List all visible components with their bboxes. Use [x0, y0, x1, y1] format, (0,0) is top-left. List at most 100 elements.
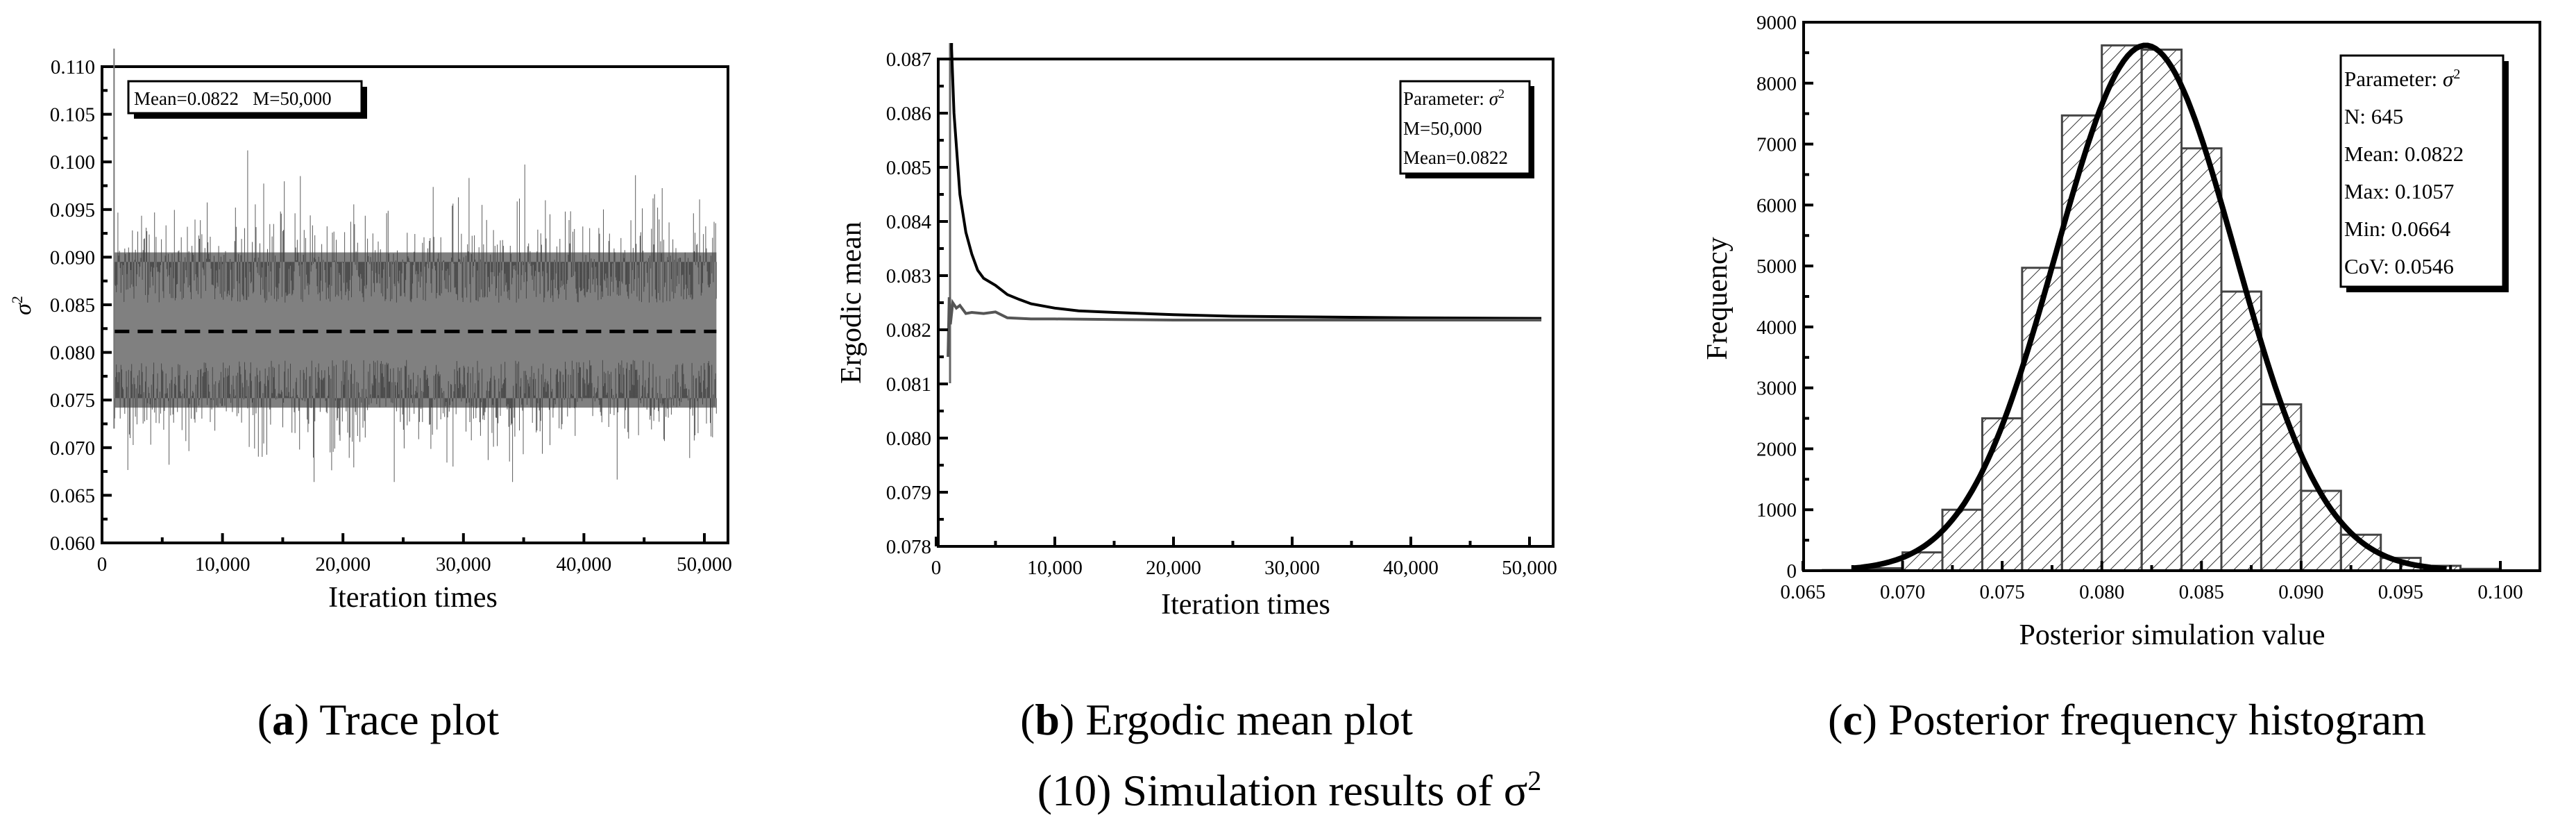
- x-axis-title: Iteration times: [1161, 589, 1330, 621]
- legend-line-parameter: Parameter: σ2: [1403, 87, 1505, 109]
- annotation-text: Mean=0.0822 M=50,000: [134, 88, 332, 109]
- x-tick-label: 50,000: [677, 553, 732, 576]
- panel-captions: (a) Trace plot (b) Ergodic mean plot (c)…: [257, 695, 2426, 815]
- x-tick-label: 0.100: [2477, 581, 2523, 603]
- x-tick-label: 0.080: [2079, 581, 2124, 603]
- y-tick-label: 0.085: [50, 294, 95, 317]
- x-tick-label: 0.075: [1980, 581, 2025, 603]
- legend-line-mean: Mean: 0.0822: [2344, 142, 2464, 166]
- histogram-bar: 0.090-0.092: 1310: [2300, 489, 2342, 572]
- y-axis: 0.060 0.065 0.070 0.075 0.080 0.085 0.090 0.095…: [50, 56, 112, 555]
- y-tick-label: 0.083: [886, 265, 931, 287]
- y-tick-label: 0.084: [886, 211, 932, 233]
- x-tick-label: 40,000: [557, 553, 612, 576]
- y-axis-title: Ergodic mean: [836, 221, 867, 384]
- x-tick-label: 30,000: [1264, 557, 1320, 579]
- y-tick-label: 0.075: [50, 389, 95, 412]
- y-tick-label: 0.078: [886, 536, 931, 558]
- y-tick-label: 0.105: [50, 104, 95, 126]
- y-tick-label: 0.080: [50, 342, 95, 364]
- x-axis-title: Posterior simulation value: [2019, 619, 2325, 651]
- y-tick-label: 0.110: [51, 56, 95, 78]
- x-tick-label: 0: [97, 553, 108, 576]
- y-tick-label: 0.070: [50, 437, 95, 460]
- histogram-bar: 0.088-0.090: 2730: [2260, 403, 2303, 572]
- legend-box: Parameter: σ2 M=50,000 Mean=0.0822: [1399, 80, 1534, 178]
- histogram-bar: 0.080-0.082: 8620: [2101, 44, 2143, 572]
- legend-box: Parameter: σ2 N: 645 Mean: 0.0822 Max: 0…: [2339, 54, 2509, 292]
- y-tick-label: 0.065: [50, 485, 95, 507]
- y-tick-label: 0.080: [886, 428, 931, 450]
- y-axis: 0 1000 2000 3000 4000 5000 6000 7000 8000 9000: [1756, 12, 1813, 582]
- x-tick-label: 0.065: [1780, 581, 1825, 603]
- legend-line-max: Max: 0.1057: [2344, 179, 2454, 203]
- y-tick-label: 3000: [1756, 378, 1797, 400]
- histogram-bar: 0.082-0.084: 8550: [2140, 49, 2183, 572]
- histogram-bar: 0.086-0.088: 4580: [2220, 290, 2262, 572]
- x-tick-label: 0: [931, 557, 942, 579]
- legend-line-parameter: Parameter: σ2: [2344, 67, 2460, 91]
- y-tick-label: 2000: [1756, 438, 1797, 460]
- y-tick-label: 0.095: [50, 199, 95, 221]
- y-tick-label: 4000: [1756, 317, 1797, 339]
- legend-line-m: M=50,000: [1403, 118, 1482, 139]
- ergodic-lower-line: [947, 297, 1542, 358]
- y-axis-title: Frequency: [1702, 237, 1734, 360]
- y-tick-label: 0.085: [886, 157, 931, 179]
- histogram-bar: 0.078-0.080: 7470: [2060, 114, 2103, 572]
- legend-line-n: N: 645: [2344, 104, 2403, 128]
- y-tick-label: 0.079: [886, 482, 931, 504]
- ergodic-upper-line: [950, 42, 1542, 320]
- figure-caption: (10) Simulation results of σ2: [1037, 765, 1541, 816]
- y-tick-label: 8000: [1756, 73, 1797, 95]
- y-tick-label: 0.086: [886, 103, 931, 125]
- legend-line-min: Min: 0.0664: [2344, 217, 2451, 241]
- y-tick-label: 0.090: [50, 246, 95, 269]
- histogram-bars: 0.066-0.068: 100.068-0.070: 400.070-0.07…: [1822, 44, 2502, 572]
- x-tick-label: 20,000: [1146, 557, 1201, 579]
- y-tick-label: 0.082: [886, 319, 931, 342]
- x-tick-label: 0.070: [1880, 581, 1925, 603]
- y-axis-title: σ2: [8, 296, 37, 315]
- caption-a: (a) Trace plot: [257, 695, 500, 744]
- y-tick-label: 0.087: [886, 49, 931, 71]
- caption-b: (b) Ergodic mean plot: [1020, 695, 1413, 744]
- x-axis: 0.065 0.070 0.075 0.080 0.085 0.090 0.095 0.100: [1780, 561, 2523, 603]
- y-tick-label: 1000: [1756, 499, 1797, 521]
- histogram-bar: 0.072-0.074: 1000: [1941, 508, 1983, 572]
- x-tick-label: 30,000: [436, 553, 491, 576]
- histogram-bar: 0.074-0.076: 2500: [1981, 417, 2024, 572]
- legend-line-cov: CoV: 0.0546: [2344, 254, 2454, 278]
- y-tick-label: 5000: [1756, 255, 1797, 278]
- x-tick-label: 10,000: [1027, 557, 1083, 579]
- x-tick-label: 50,000: [1502, 557, 1557, 579]
- normal-fit-curve: [1852, 42, 2447, 571]
- y-tick-label: 7000: [1756, 134, 1797, 156]
- histogram-bar: 0.076-0.078: 4970: [2021, 267, 2063, 572]
- panel-a-trace-plot: 0.060 0.065 0.070 0.075 0.080 0.085 0.090 0.095…: [8, 49, 732, 614]
- x-tick-label: 10,000: [195, 553, 251, 576]
- x-axis-title: Iteration times: [328, 582, 498, 614]
- x-tick-label: 40,000: [1383, 557, 1439, 579]
- panel-c-histogram: 0.066-0.068: 100.068-0.070: 400.070-0.07…: [1702, 12, 2541, 651]
- y-tick-label: 0: [1787, 560, 1797, 582]
- caption-c: (c) Posterior frequency histogram: [1828, 695, 2426, 744]
- annotation-box: Mean=0.0822 M=50,000: [127, 80, 367, 119]
- y-tick-label: 0.081: [886, 374, 931, 396]
- y-axis: 0.078 0.079 0.080 0.081 0.082 0.083 0.084 0.085…: [886, 49, 948, 558]
- y-tick-label: 0.100: [50, 151, 95, 174]
- y-tick-label: 6000: [1756, 194, 1797, 217]
- x-tick-label: 20,000: [315, 553, 371, 576]
- x-tick-label: 0.090: [2278, 581, 2323, 603]
- x-axis: 0 10,000 20,000 30,000 40,000 50,000: [97, 533, 732, 576]
- trace-series: [113, 150, 717, 483]
- x-tick-label: 0.085: [2179, 581, 2224, 603]
- legend-line-mean: Mean=0.0822: [1403, 147, 1508, 168]
- x-axis: 0 10,000 20,000 30,000 40,000 50,000: [931, 537, 1557, 579]
- x-tick-label: 0.095: [2378, 581, 2423, 603]
- histogram-bar: 0.084-0.086: 6930: [2180, 147, 2223, 572]
- panel-b-ergodic-mean-plot: 0.078 0.079 0.080 0.081 0.082 0.083 0.084 0.085…: [836, 42, 1557, 621]
- y-tick-label: 9000: [1756, 12, 1797, 34]
- y-tick-label: 0.060: [50, 532, 95, 555]
